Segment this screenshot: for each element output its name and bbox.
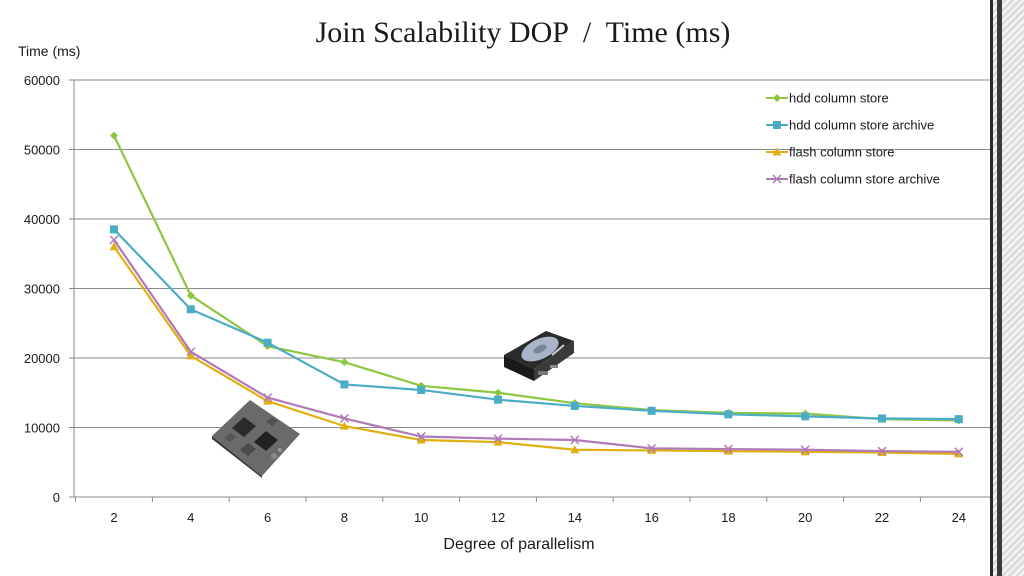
data-point bbox=[339, 421, 349, 430]
data-point bbox=[723, 444, 733, 454]
y-tick-label: 20000 bbox=[24, 351, 60, 366]
y-tick-label: 0 bbox=[53, 490, 60, 505]
legend: hdd column store hdd column store archive… bbox=[766, 91, 940, 187]
legend-item-3: flash column store archive bbox=[766, 172, 940, 187]
series-2 bbox=[109, 242, 964, 458]
y-tick-label: 60000 bbox=[24, 73, 60, 88]
series-line bbox=[113, 239, 959, 453]
legend-swatch-marker bbox=[773, 94, 781, 102]
data-point bbox=[186, 351, 196, 360]
data-point bbox=[647, 443, 657, 453]
data-point bbox=[110, 131, 118, 140]
series-line bbox=[113, 246, 959, 456]
data-point bbox=[109, 242, 119, 251]
y-tick-label: 50000 bbox=[24, 143, 60, 158]
legend-label: hdd column store bbox=[789, 91, 889, 106]
data-point bbox=[647, 445, 657, 454]
x-tick-label: 20 bbox=[798, 510, 812, 525]
legend-swatch-marker bbox=[773, 121, 781, 129]
x-tick-label: 16 bbox=[644, 510, 658, 525]
data-point bbox=[954, 449, 964, 458]
x-tick-label: 18 bbox=[721, 510, 735, 525]
series-3 bbox=[109, 235, 964, 457]
data-point bbox=[723, 446, 733, 455]
data-point bbox=[339, 413, 349, 423]
y-tick-label: 10000 bbox=[24, 421, 60, 436]
x-tick-label: 2 bbox=[110, 510, 117, 525]
legend-label: flash column store archive bbox=[789, 172, 940, 187]
legend-label: flash column store bbox=[789, 145, 895, 160]
data-point bbox=[263, 393, 273, 403]
legend-swatch-marker bbox=[772, 147, 782, 156]
data-point bbox=[340, 358, 349, 367]
data-point bbox=[570, 401, 579, 410]
data-point bbox=[109, 235, 119, 245]
data-point bbox=[263, 338, 272, 347]
legend-label: hdd column store archive bbox=[789, 118, 934, 133]
decorative-right-border bbox=[990, 0, 1024, 576]
x-tick-label: 12 bbox=[491, 510, 505, 525]
x-tick-label: 6 bbox=[264, 510, 271, 525]
x-tick-label: 4 bbox=[187, 510, 194, 525]
data-point bbox=[493, 434, 503, 444]
x-tick-label: 8 bbox=[341, 510, 348, 525]
x-tick-label: 14 bbox=[568, 510, 582, 525]
y-tick-label: 40000 bbox=[24, 212, 60, 227]
data-point bbox=[954, 415, 963, 424]
series-line bbox=[113, 228, 959, 421]
flash-ssd-board-image bbox=[212, 400, 300, 478]
data-point bbox=[954, 447, 964, 457]
data-point bbox=[494, 395, 502, 404]
data-point bbox=[647, 406, 656, 415]
y-axis-title: Time (ms) bbox=[18, 43, 80, 59]
data-point bbox=[494, 388, 502, 397]
data-point bbox=[186, 305, 195, 314]
legend-item-1: hdd column store archive bbox=[766, 118, 934, 133]
series-lines bbox=[109, 131, 964, 458]
hard-disk-drive-image bbox=[504, 331, 574, 381]
slide-title: Join Scalability DOP / Time (ms) bbox=[315, 16, 731, 49]
data-point bbox=[800, 447, 810, 456]
data-point bbox=[493, 437, 503, 446]
data-point bbox=[263, 396, 273, 405]
data-point bbox=[878, 414, 886, 423]
data-point bbox=[186, 291, 195, 300]
x-tick-label: 22 bbox=[875, 510, 889, 525]
x-tick-label: 10 bbox=[414, 510, 428, 525]
data-point bbox=[570, 445, 580, 454]
data-point bbox=[340, 380, 349, 389]
y-tick-label: 30000 bbox=[24, 282, 60, 297]
data-point bbox=[417, 385, 426, 394]
legend-item-0: hdd column store bbox=[766, 91, 889, 106]
legend-item-2: flash column store bbox=[766, 145, 895, 160]
legend-swatch-marker bbox=[772, 174, 782, 184]
data-point bbox=[724, 410, 733, 419]
data-point bbox=[416, 435, 426, 444]
data-point bbox=[186, 347, 196, 357]
series-1 bbox=[110, 225, 963, 424]
x-axis-title: Degree of parallelism bbox=[443, 536, 594, 553]
data-point bbox=[800, 445, 810, 455]
x-tick-label: 24 bbox=[952, 510, 966, 525]
data-point bbox=[110, 225, 118, 234]
data-point bbox=[801, 412, 810, 421]
data-point bbox=[877, 446, 887, 456]
data-point bbox=[570, 435, 580, 445]
data-point bbox=[416, 432, 426, 442]
